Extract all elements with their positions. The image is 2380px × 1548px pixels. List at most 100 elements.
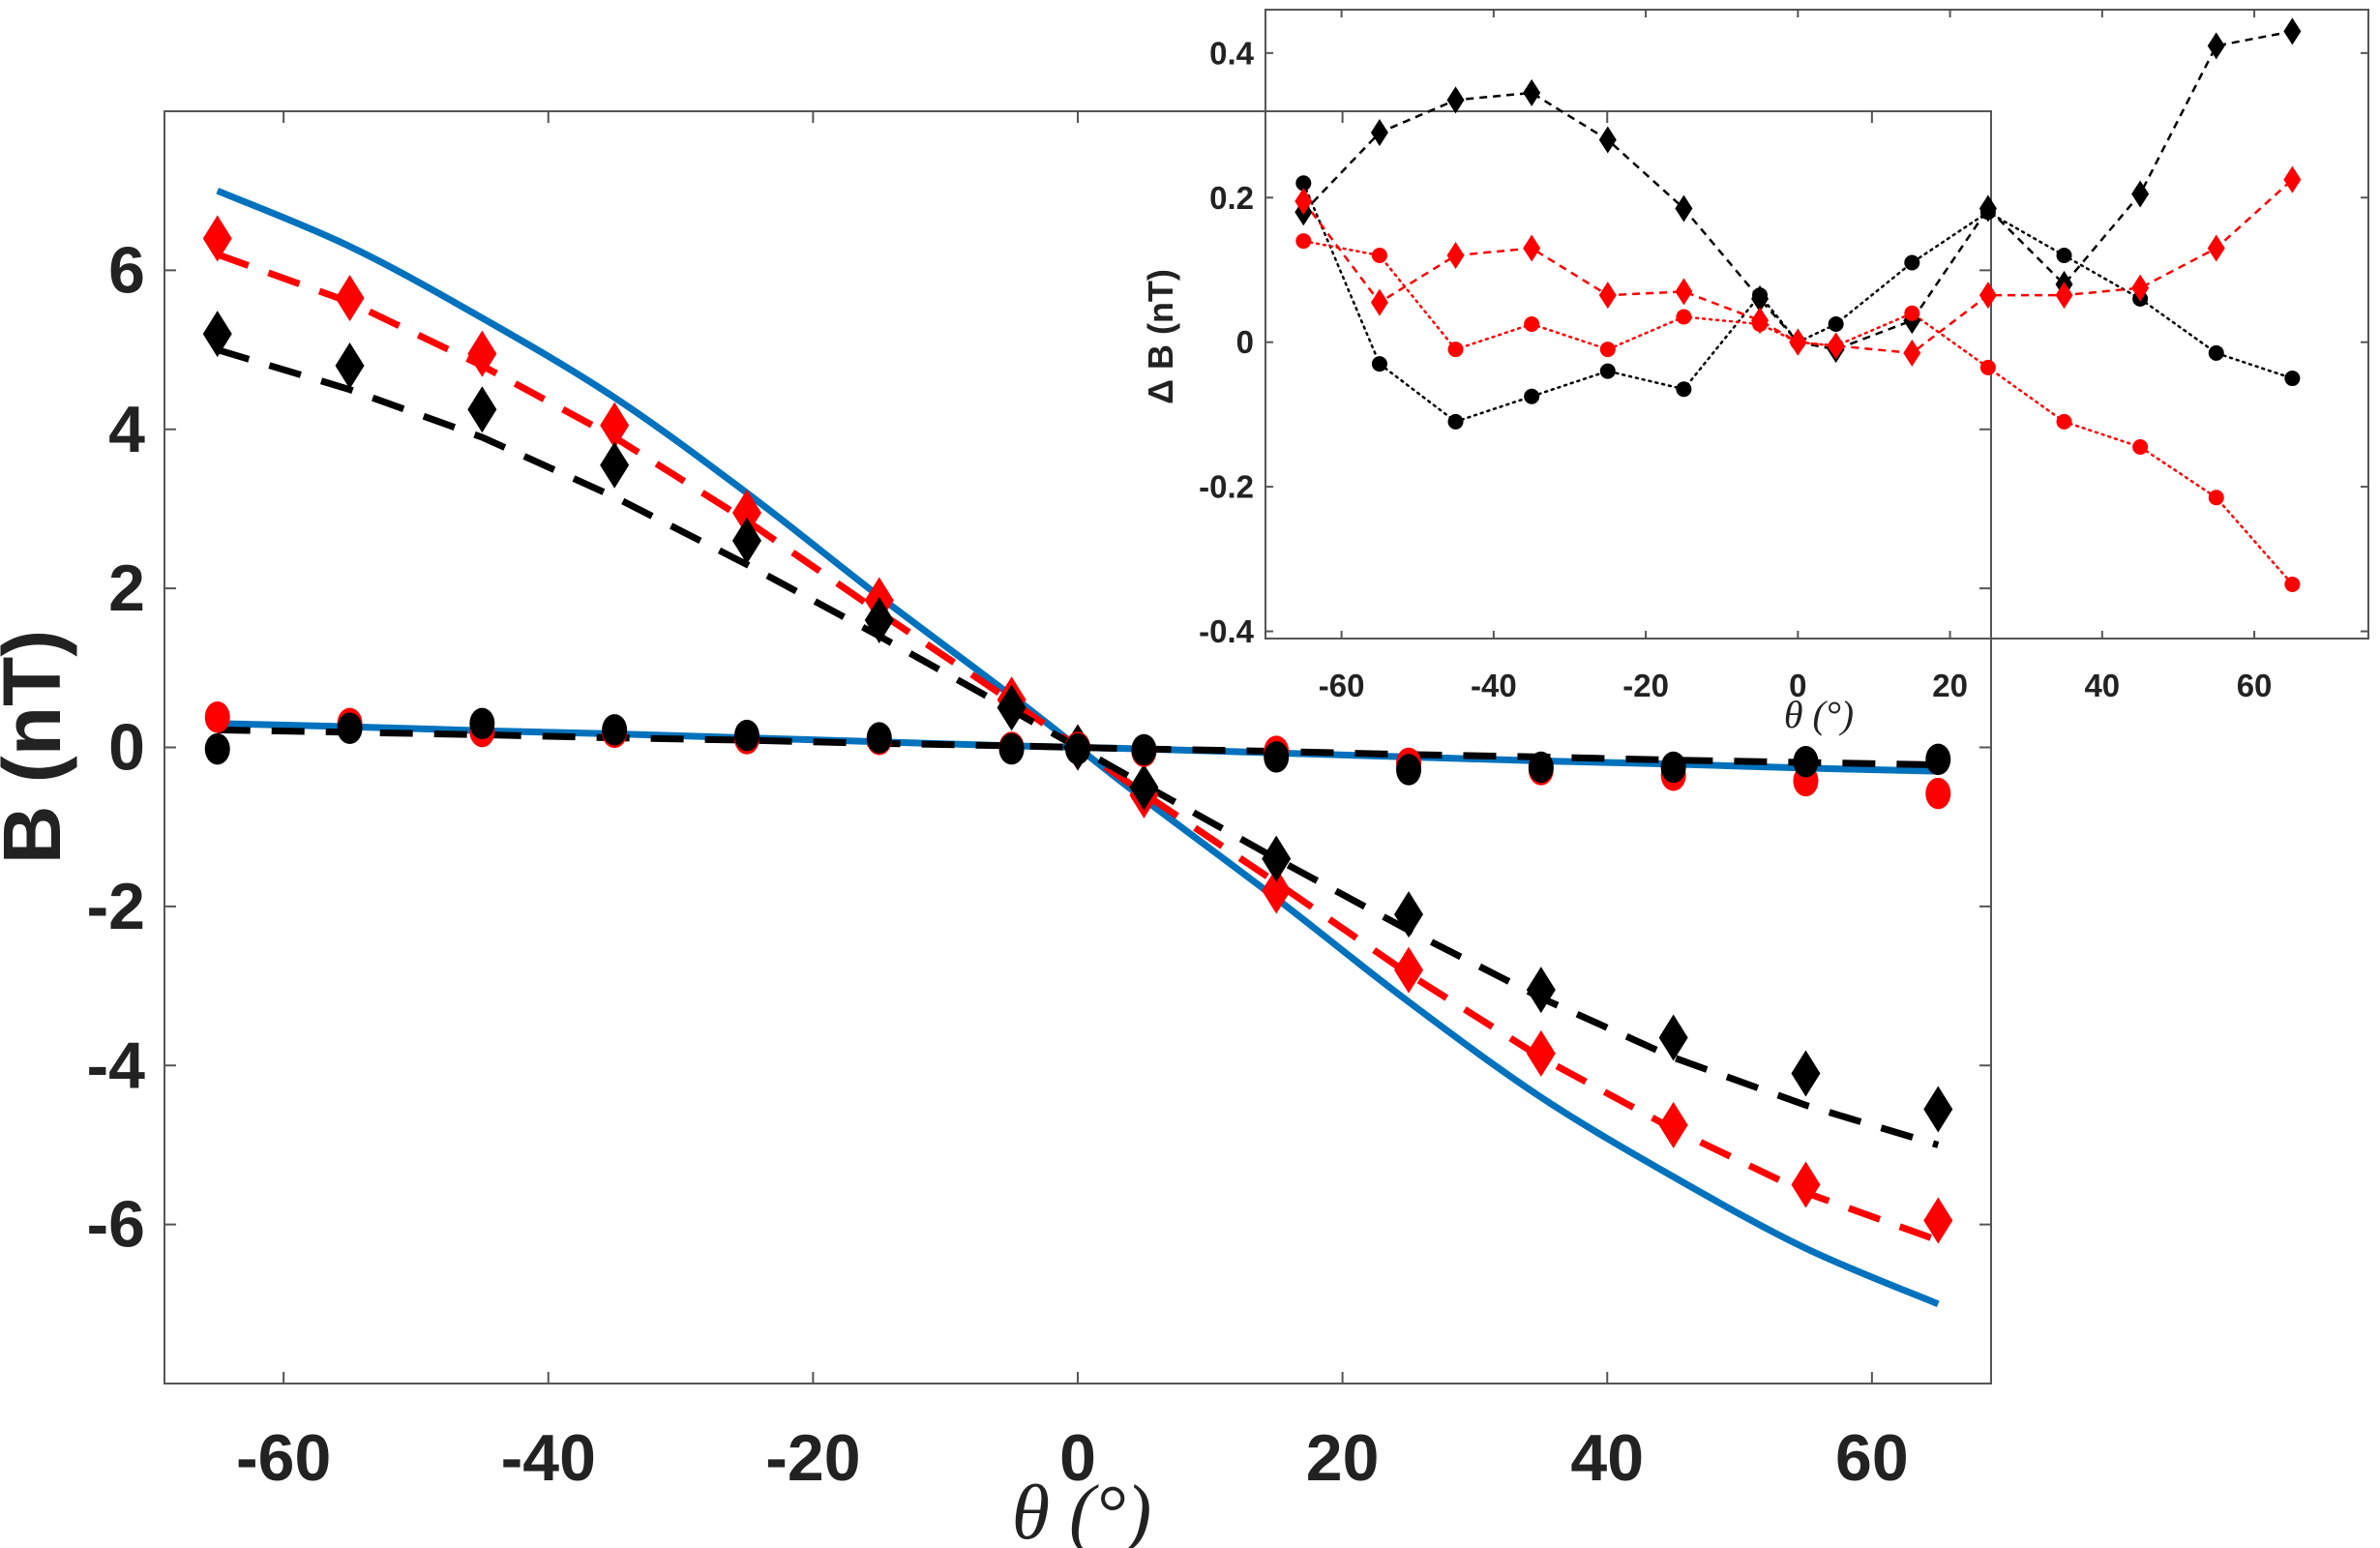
main-point-data-large-black — [600, 441, 630, 489]
main-point-data-small-black — [602, 714, 628, 746]
inset-series-lines — [1302, 30, 2294, 586]
inset-point-red-circle — [1371, 248, 1387, 264]
inset-point-red-diamond — [2055, 282, 2073, 310]
main-point-data-large-red — [335, 275, 365, 322]
inset-tick-labels: -60 -40 -20 0 20 40 60 -0.4 -0.2 0 0.2 0.4 — [1199, 35, 2272, 703]
inset-point-red-diamond — [1978, 282, 1997, 310]
inset-point-red-diamond — [1675, 278, 1693, 306]
main-point-data-large-red — [1658, 1101, 1688, 1148]
main-y-tick-label: -6 — [87, 1188, 145, 1262]
main-point-data-large-black — [335, 342, 365, 389]
inset-series-markers — [1294, 17, 2302, 592]
main-x-axis-label: θ (°) — [1012, 1471, 1152, 1548]
inset-y-tick-label: 0 — [1236, 324, 1254, 360]
main-point-data-large-red — [1791, 1161, 1821, 1208]
main-point-data-large-red — [1923, 1197, 1953, 1244]
inset-point-red-diamond — [2131, 274, 2150, 302]
inset-x-tick-label: -60 — [1319, 668, 1365, 703]
inset-point-red-diamond — [1370, 288, 1388, 316]
inset-plot: -60 -40 -20 0 20 40 60 -0.4 -0.2 0 0.2 0.4 Δ B (nT)… — [1141, 9, 2369, 736]
main-point-data-small-black — [733, 719, 759, 752]
inset-series-red-diamond — [1302, 178, 2294, 355]
main-y-tick-label: 0 — [108, 711, 145, 785]
main-ticks — [164, 111, 1991, 1384]
main-x-tick-label: -20 — [765, 1421, 860, 1495]
main-point-data-large-red — [1394, 946, 1424, 994]
main-y-tick-label: 4 — [108, 393, 145, 466]
inset-point-red-circle — [2132, 439, 2149, 456]
inset-point-red-circle — [1599, 342, 1616, 358]
inset-point-red-diamond — [2207, 234, 2225, 262]
inset-y-tick-label: 0.2 — [1209, 180, 1254, 216]
inset-point-black-circle — [1371, 356, 1387, 372]
main-point-data-small-black — [469, 707, 495, 740]
inset-point-black-diamond — [1675, 194, 1693, 223]
inset-x-tick-label: 20 — [1932, 668, 1968, 703]
main-point-data-large-red — [467, 330, 497, 377]
inset-y-axis-label: Δ B (nT) — [1141, 269, 1180, 404]
inset-point-black-circle — [1676, 381, 1692, 398]
inset-x-tick-label: 0 — [1789, 668, 1806, 703]
main-series-fit-small-black — [217, 726, 1939, 769]
inset-ticks — [1265, 10, 2368, 639]
main-x-tick-label: 20 — [1306, 1421, 1380, 1495]
inset-point-black-circle — [2208, 344, 2224, 361]
main-point-data-large-black — [864, 597, 894, 643]
main-point-data-large-black — [202, 311, 232, 358]
main-point-data-large-black — [1923, 1086, 1953, 1133]
main-point-data-small-black — [1396, 754, 1422, 786]
main-y-tick-label: 6 — [108, 233, 145, 307]
inset-point-black-diamond — [1598, 126, 1617, 154]
main-x-tick-label: 0 — [1059, 1421, 1096, 1495]
inset-point-red-circle — [1979, 359, 1996, 375]
main-point-data-large-red — [1262, 867, 1292, 914]
main-point-data-small-black — [866, 722, 892, 754]
inset-y-tick-label: -0.4 — [1199, 613, 1255, 649]
inset-x-tick-label: 60 — [2237, 668, 2273, 703]
main-point-data-small-black — [1793, 746, 1819, 778]
inset-plot-frame — [1264, 9, 2369, 640]
main-point-data-small-black — [1925, 743, 1951, 776]
inset-point-red-circle — [1904, 305, 1920, 321]
main-y-tick-label: -2 — [87, 870, 145, 943]
inset-point-red-circle — [1676, 309, 1692, 325]
inset-point-red-circle — [1524, 316, 1540, 332]
main-point-data-large-black — [1262, 835, 1292, 882]
inset-point-black-circle — [1295, 175, 1312, 192]
inset-point-red-diamond — [2283, 165, 2302, 194]
inset-point-black-circle — [2056, 248, 2072, 264]
main-series-markers — [202, 215, 1953, 1244]
inset-x-tick-label: -20 — [1622, 668, 1669, 703]
main-point-data-large-black — [997, 684, 1026, 731]
main-point-data-large-black — [1394, 891, 1424, 938]
inset-point-black-diamond — [2207, 32, 2225, 60]
inset-point-red-circle — [1447, 342, 1464, 358]
main-point-data-large-black — [1526, 967, 1556, 1014]
main-point-data-large-black — [1791, 1050, 1821, 1097]
inset-point-black-circle — [1599, 363, 1616, 379]
inset-point-black-diamond — [1523, 78, 1541, 106]
inset-point-red-diamond — [1903, 339, 1921, 367]
inset-x-tick-label: 40 — [2084, 668, 2120, 703]
inset-point-black-circle — [1979, 204, 1996, 221]
inset-point-red-circle — [1790, 334, 1806, 350]
inset-point-red-diamond — [1446, 242, 1465, 270]
inset-y-tick-label: -0.2 — [1199, 469, 1254, 505]
inset-y-tick-label: 0.4 — [1209, 35, 1255, 71]
main-point-data-large-black — [467, 386, 497, 433]
main-point-data-large-black — [731, 517, 761, 564]
main-point-data-small-black — [1660, 751, 1686, 784]
inset-point-black-diamond — [1370, 119, 1388, 147]
inset-x-axis-label: θ (°) — [1784, 693, 1854, 736]
inset-series-red-circle — [1302, 239, 2294, 586]
inset-point-red-diamond — [1523, 234, 1541, 262]
inset-point-red-circle — [2208, 490, 2224, 506]
inset-point-black-diamond — [2283, 17, 2302, 45]
main-point-data-small-black — [337, 712, 363, 745]
inset-point-black-circle — [1828, 316, 1844, 332]
main-point-data-small-black — [1065, 732, 1090, 765]
inset-point-black-circle — [1447, 413, 1464, 430]
main-point-data-small-black — [1528, 751, 1554, 784]
